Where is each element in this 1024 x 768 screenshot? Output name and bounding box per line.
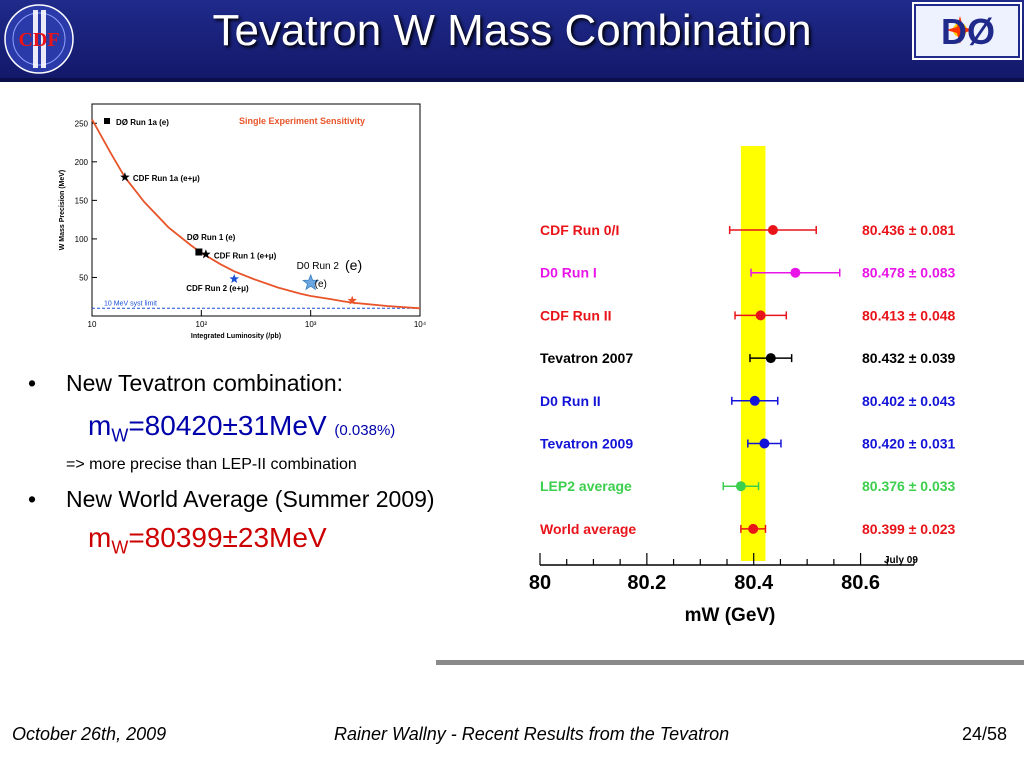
measurement-name: Tevatron 2007 (540, 350, 633, 366)
measurement-name: D0 Run I (540, 265, 597, 281)
measurement-point (765, 353, 776, 364)
data-point-star (120, 172, 130, 182)
y-tick-label: 150 (75, 196, 89, 205)
data-point-label: CDF Run 2 (e+μ) (186, 284, 249, 293)
measurement-name: World average (540, 521, 636, 537)
bullet-text: New World Average (Summer 2009) (66, 486, 435, 512)
bullet-text: New Tevatron combination: (66, 370, 343, 396)
x-axis-label: mW (GeV) (685, 605, 776, 626)
header-divider (0, 78, 1024, 82)
measurement-point (759, 438, 770, 449)
measurement-name: Tevatron 2009 (540, 436, 633, 452)
y-tick-label: 50 (79, 273, 88, 282)
x-tick-label: 10³ (305, 320, 317, 329)
measurement-point (790, 267, 801, 278)
data-point-label: D0 Run 2 (297, 261, 340, 272)
x-tick-label: 10² (196, 320, 208, 329)
world-average-band (740, 146, 766, 561)
formula-value: =80420±31MeV (128, 410, 327, 441)
measurement-point (748, 523, 759, 534)
measurement-value: 80.413 ± 0.048 (862, 307, 956, 323)
d0-logo: DØ (912, 2, 1022, 60)
footer-date: October 26th, 2009 (12, 724, 167, 744)
formula-prefix: m (88, 522, 112, 553)
tevatron-formula: mW=80420±31MeV (0.038%) (88, 410, 395, 447)
measurement-point (735, 481, 746, 492)
x-tick-label: 80.6 (841, 572, 880, 594)
slide-header (0, 0, 1024, 78)
measurement-value: 80.478 ± 0.083 (862, 265, 956, 281)
plot-frame (91, 103, 421, 317)
measurement-name: D0 Run II (540, 393, 601, 409)
footer-author: Rainer Wallny - Recent Results from the … (334, 724, 730, 744)
data-point-star (347, 295, 357, 305)
data-point-sublabel: (e) (315, 279, 327, 290)
measurement-value: 80.402 ± 0.043 (862, 393, 956, 409)
chart-title: Single Experiment Sensitivity (239, 116, 365, 126)
d0-logo-text: DØ (941, 11, 995, 52)
formula-subscript: W (111, 425, 129, 446)
y-tick-label: 200 (75, 158, 89, 167)
bullet-dot: • (28, 370, 37, 396)
cdf-logo-text: CDF (18, 29, 59, 51)
formula-percent: (0.038%) (334, 422, 396, 439)
w-mass-combination-chart: CDF Run 0/I 80.436 ± 0.081 D0 Run I 80.478 … (529, 146, 956, 626)
annotation-overlay: (e) (345, 257, 362, 273)
slide-title: Tevatron W Mass Combination (212, 6, 812, 55)
x-tick-label: 80.4 (734, 572, 774, 594)
sensitivity-chart: 50 100 150 200 250 10 10² 10³ 10⁴ Integrated Lumi… (59, 103, 427, 340)
measurement-value: 80.436 ± 0.081 (862, 222, 956, 238)
x-tick-label: 80.2 (627, 572, 666, 594)
formula-prefix: m (88, 410, 112, 441)
measurement-point (749, 395, 760, 406)
measurement-value: 80.432 ± 0.039 (862, 350, 956, 366)
x-axis-label: Integrated Luminosity (/pb) (191, 333, 281, 340)
measurement-name: LEP2 average (540, 478, 632, 494)
footer-page-number: 24/58 (962, 724, 1008, 744)
data-point-label: CDF Run 1 (e+μ) (214, 251, 277, 260)
syst-limit-label: 10 MeV syst limit (104, 300, 157, 307)
legend-label-d0-run1a: DØ Run 1a (e) (116, 118, 169, 127)
x-tick-label: 10 (88, 320, 97, 329)
world-formula: mW=80399±23MeV (88, 522, 327, 559)
x-tick-label: 80 (529, 572, 551, 594)
data-point-label: CDF Run 1a (e+μ) (133, 174, 200, 183)
data-point-label: DØ Run 1 (e) (187, 233, 236, 242)
formula-value: =80399±23MeV (128, 522, 327, 553)
x-tick-label: 10⁴ (414, 320, 427, 329)
measurement-name: CDF Run II (540, 307, 612, 323)
measurement-name: CDF Run 0/I (540, 222, 619, 238)
data-point-star (302, 273, 320, 291)
measurement-value: 80.376 ± 0.033 (862, 478, 956, 494)
bullet-dot: • (28, 486, 37, 512)
date-tag: July 09 (884, 555, 918, 566)
measurement-point (767, 225, 778, 235)
formula-subscript: W (111, 537, 129, 558)
y-tick-label: 100 (75, 235, 89, 244)
footer-divider (436, 660, 1024, 665)
y-axis-label: W Mass Precision (MeV) (59, 170, 66, 251)
cdf-logo: CDF (4, 4, 74, 74)
legend-marker-d0-run1a (104, 118, 110, 124)
measurement-value: 80.399 ± 0.023 (862, 521, 956, 537)
lep-comparison-note: => more precise than LEP-II combination (66, 456, 357, 473)
data-point-star (229, 274, 239, 283)
data-point-square (195, 248, 203, 256)
measurement-value: 80.420 ± 0.031 (862, 436, 956, 452)
measurement-point (755, 310, 766, 321)
y-tick-label: 250 (75, 119, 89, 128)
data-point-star (201, 249, 211, 259)
